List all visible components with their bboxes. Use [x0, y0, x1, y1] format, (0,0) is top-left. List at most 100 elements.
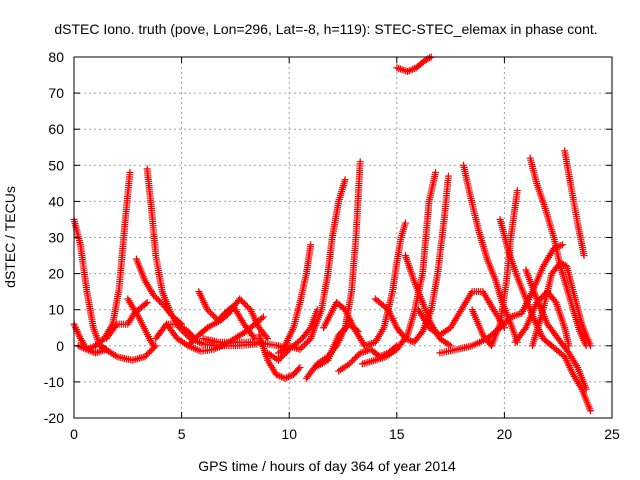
data-point: [409, 65, 417, 73]
data-point: [393, 64, 401, 72]
y-tick-label: 0: [56, 338, 64, 354]
data-point: [341, 176, 349, 184]
data-point: [350, 355, 358, 363]
data-point: [295, 365, 303, 373]
y-tick-label: 30: [48, 230, 64, 246]
data-point: [242, 301, 250, 309]
data-point: [403, 335, 411, 343]
data-point: [345, 360, 353, 368]
data-point: [151, 293, 159, 301]
data-point: [407, 66, 415, 74]
x-tick-label: 5: [178, 426, 186, 442]
data-point: [184, 342, 192, 350]
data-point: [404, 67, 412, 75]
data-series-track: [255, 331, 304, 382]
data-point: [408, 337, 416, 345]
data-point: [296, 363, 304, 371]
data-point: [356, 349, 364, 357]
data-point: [88, 343, 96, 351]
data-point: [144, 350, 152, 358]
data-point: [259, 313, 267, 321]
y-tick-label: -10: [44, 374, 64, 390]
data-point: [153, 294, 161, 302]
data-point: [143, 298, 151, 306]
data-point: [353, 352, 361, 360]
data-point: [514, 311, 522, 319]
y-tick-label: 60: [48, 121, 64, 137]
data-point: [208, 310, 216, 318]
data-point: [272, 371, 280, 379]
y-tick-label: 10: [48, 302, 64, 318]
data-series-track: [96, 342, 160, 364]
data-point: [157, 299, 165, 307]
data-point: [297, 344, 305, 352]
data-point: [189, 337, 197, 345]
axes: [73, 56, 613, 419]
data-series-track: [124, 295, 158, 350]
data-point: [277, 373, 285, 381]
data-point: [396, 65, 404, 73]
data-point: [276, 372, 284, 380]
data-point: [147, 346, 155, 354]
data-point: [279, 352, 287, 360]
data-point: [262, 333, 270, 341]
data-layer: [70, 53, 594, 415]
data-point: [338, 328, 346, 336]
y-axis-label: dSTEC / TECUs: [2, 186, 18, 288]
data-point: [512, 311, 520, 319]
data-series-track: [281, 241, 315, 350]
data-point: [192, 334, 200, 342]
data-point: [83, 345, 91, 353]
data-point: [537, 294, 545, 302]
data-point: [79, 344, 87, 352]
data-point: [417, 329, 425, 337]
data-series-track: [358, 169, 440, 368]
data-point: [146, 348, 154, 356]
y-tick-label: 40: [48, 193, 64, 209]
data-point: [586, 407, 594, 415]
data-point: [349, 357, 357, 365]
x-tick-label: 20: [497, 426, 513, 442]
data-point: [236, 295, 244, 303]
data-point: [580, 252, 588, 260]
data-series-track: [496, 215, 594, 415]
y-tick-label: 50: [48, 157, 64, 173]
data-point: [150, 342, 158, 350]
data-point: [356, 158, 364, 166]
data-point: [154, 296, 162, 304]
data-point: [296, 345, 304, 353]
data-point: [142, 300, 150, 308]
data-point: [352, 354, 360, 362]
data-point: [342, 323, 350, 331]
y-tick-label: 20: [48, 266, 64, 282]
x-tick-label: 0: [70, 426, 78, 442]
x-axis-label: GPS time / hours of day 364 of year 2014: [198, 458, 456, 474]
data-point: [85, 345, 93, 353]
data-point: [398, 66, 406, 74]
data-point: [190, 336, 198, 344]
data-series-track: [511, 288, 573, 350]
data-point: [78, 343, 86, 351]
data-series-track: [274, 176, 349, 357]
data-point: [302, 339, 310, 347]
data-series-track: [371, 172, 452, 346]
data-point: [239, 298, 247, 306]
data-point: [141, 353, 149, 361]
data-point: [299, 342, 307, 350]
data-point: [339, 326, 347, 334]
data-point: [432, 169, 440, 177]
data-point: [112, 322, 120, 330]
data-point: [283, 374, 291, 382]
data-series-track: [199, 335, 293, 353]
data-point: [76, 343, 84, 351]
data-point: [143, 351, 151, 359]
data-point: [210, 312, 218, 320]
data-point: [426, 54, 434, 62]
data-point: [341, 325, 349, 333]
data-point: [307, 241, 315, 249]
data-point: [444, 172, 452, 180]
data-point: [274, 356, 282, 364]
tick-labels: 0 5 10 15 20 25 -20 -10 0 10 20 30 40 50 60 70 80: [44, 49, 620, 442]
data-point: [582, 385, 590, 393]
